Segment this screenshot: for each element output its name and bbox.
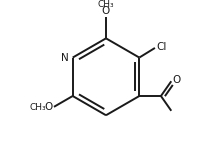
Text: N: N [61, 53, 69, 63]
Text: O: O [102, 6, 110, 16]
Text: O: O [44, 102, 53, 112]
Text: Cl: Cl [156, 42, 167, 52]
Text: O: O [173, 75, 181, 85]
Text: CH₃: CH₃ [29, 103, 46, 112]
Text: CH₃: CH₃ [98, 0, 114, 9]
